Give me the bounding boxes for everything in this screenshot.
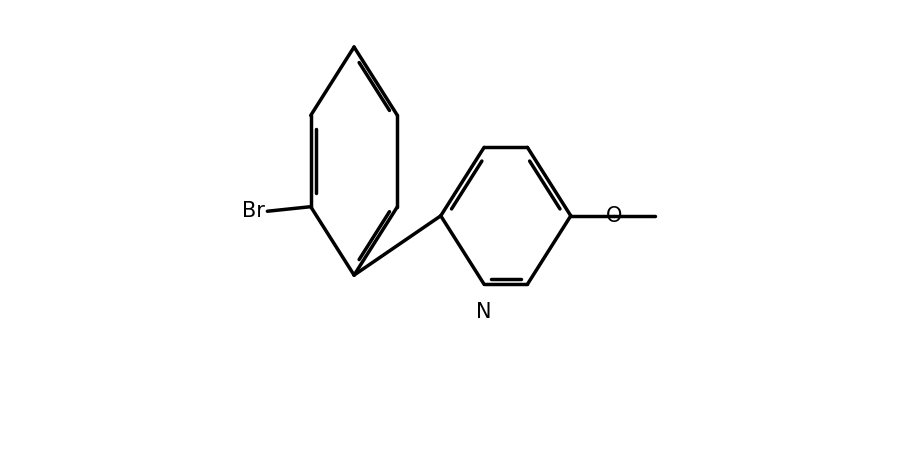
Text: O: O bbox=[606, 206, 622, 226]
Text: Br: Br bbox=[242, 201, 265, 221]
Text: N: N bbox=[476, 302, 492, 322]
